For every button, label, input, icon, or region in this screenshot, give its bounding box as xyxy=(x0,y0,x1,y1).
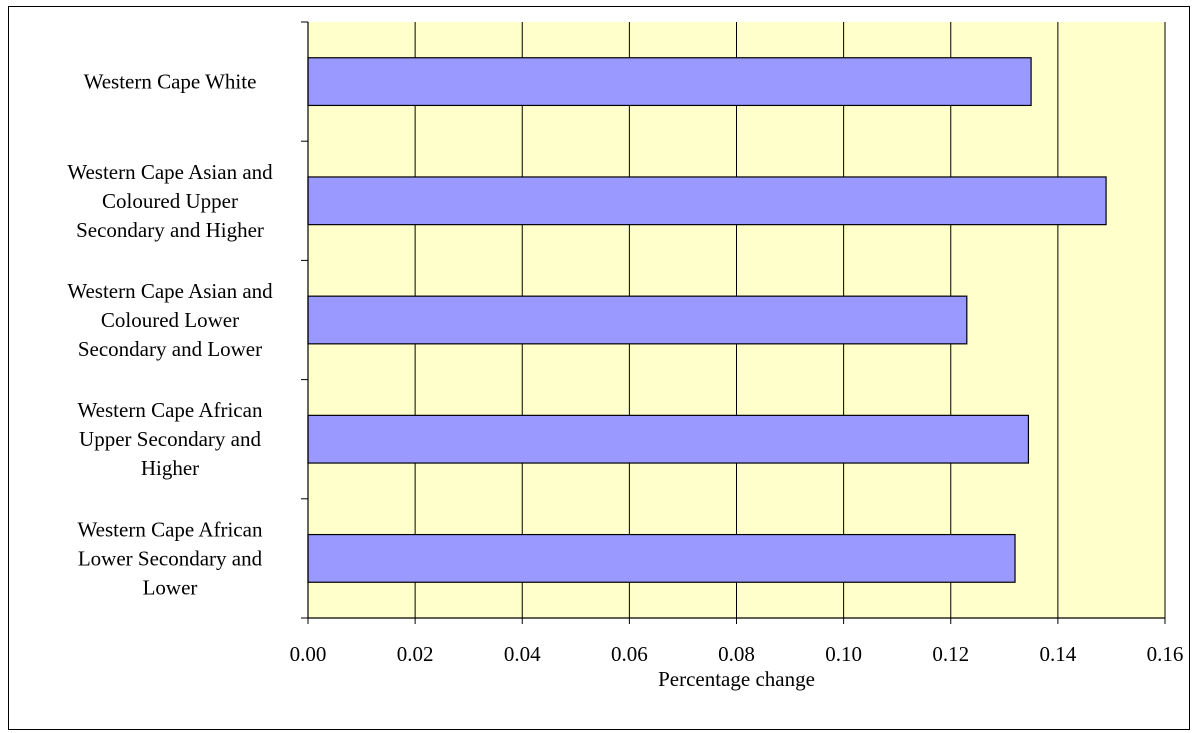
labels: 0.00 0.02 0.04 0.06 0.08 0.10 0.12 0.14 0.16 West… xyxy=(67,70,1183,666)
x-tick-label: 0.16 xyxy=(1147,642,1184,666)
category-label: Western Cape Asian and Coloured Lower Seco… xyxy=(67,279,273,361)
category-label-line: Upper Secondary and xyxy=(79,427,261,451)
bar xyxy=(307,57,1032,107)
category-label: Western Cape White xyxy=(84,70,257,94)
category-label-line: Secondary and Lower xyxy=(78,337,262,361)
category-label-line: Lower xyxy=(143,575,198,599)
x-axis-title: Percentage change xyxy=(658,667,815,691)
x-tick-label: 0.14 xyxy=(1040,642,1077,666)
category-label: Western Cape African Upper Secondary and H… xyxy=(78,398,263,480)
category-label-line: Coloured Upper xyxy=(102,189,238,213)
x-tick-label: 0.12 xyxy=(932,642,969,666)
category-label: Western Cape Asian and Coloured Upper Seco… xyxy=(67,160,273,242)
category-label-line: Higher xyxy=(141,456,199,480)
category-label-line: Lower Secondary and xyxy=(78,546,263,570)
category-label-line: Western Cape Asian and xyxy=(67,279,273,303)
x-tick-label: 0.02 xyxy=(397,642,434,666)
x-tick-label: 0.10 xyxy=(825,642,862,666)
x-tick-label: 0.04 xyxy=(504,642,541,666)
category-label-line: Western Cape Asian and xyxy=(67,160,273,184)
category-label-line: Secondary and Higher xyxy=(76,218,264,242)
bar xyxy=(307,533,1016,583)
category-label-line: Western Cape African xyxy=(78,398,263,422)
x-tick-label: 0.06 xyxy=(611,642,648,666)
x-tick-label: 0.08 xyxy=(718,642,755,666)
bar xyxy=(307,176,1107,226)
x-tick-label: 0.00 xyxy=(290,642,327,666)
bar xyxy=(307,295,968,345)
bar xyxy=(307,414,1030,464)
category-label-line: Western Cape White xyxy=(84,70,257,94)
category-label: Western Cape African Lower Secondary and L… xyxy=(78,517,263,599)
category-label-line: Coloured Lower xyxy=(101,308,239,332)
category-label-line: Western Cape African xyxy=(78,517,263,541)
axes xyxy=(301,21,1166,624)
